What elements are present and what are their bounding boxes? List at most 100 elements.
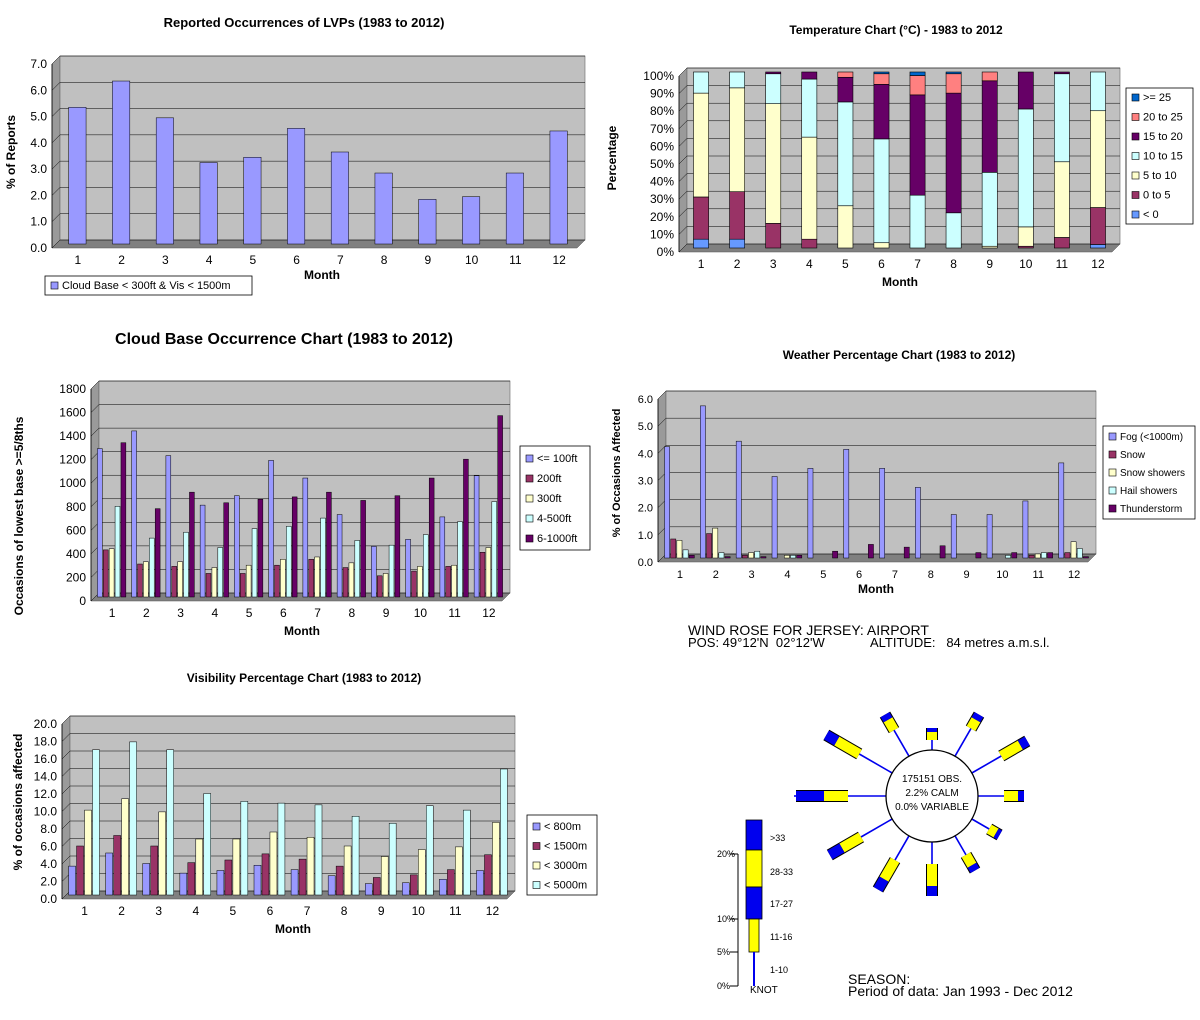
temp-legend-swatch bbox=[1131, 93, 1140, 102]
weather-legend-label: Snow showers bbox=[1120, 468, 1185, 479]
temp-bar bbox=[873, 73, 890, 85]
cloud-bar bbox=[354, 540, 360, 598]
temp-y-tick-label: 50% bbox=[650, 157, 674, 171]
windrose-obs: 175151 OBS. bbox=[902, 774, 962, 785]
windrose-spoke-segment bbox=[971, 712, 984, 723]
lvp-bar bbox=[374, 172, 393, 245]
cloud-bar bbox=[280, 559, 286, 598]
temp-legend-label: 5 to 10 bbox=[1143, 170, 1177, 182]
temp-bar bbox=[1090, 207, 1106, 245]
weather-y-tick-label: 2.0 bbox=[638, 503, 653, 515]
weather-bar bbox=[754, 550, 761, 559]
weather-gridline-wall bbox=[657, 390, 667, 400]
temp-bar bbox=[1090, 244, 1106, 249]
windrose-spoke-segment bbox=[839, 832, 864, 853]
lvp-gridline-wall bbox=[51, 239, 61, 249]
temp-legend-label: 20 to 25 bbox=[1143, 112, 1183, 124]
temp-legend-label: >= 25 bbox=[1143, 92, 1171, 104]
cloud-legend-swatch bbox=[525, 534, 534, 543]
temp-bar bbox=[693, 92, 709, 198]
cloud-bar bbox=[199, 504, 206, 598]
vis-bar bbox=[306, 837, 315, 896]
weather-y-tick-label: 3.0 bbox=[638, 476, 653, 488]
temp-legend-label: 10 to 15 bbox=[1143, 151, 1183, 163]
cloud-bar bbox=[143, 561, 149, 598]
vis-bar bbox=[290, 869, 299, 896]
temp-bar bbox=[801, 78, 818, 138]
weather-bar bbox=[706, 533, 712, 559]
vis-bar bbox=[76, 845, 84, 896]
weather-bar bbox=[670, 538, 677, 559]
vis-x-tick-label: 3 bbox=[155, 904, 162, 918]
weather-bar bbox=[676, 540, 683, 559]
lvp-x-tick-label: 3 bbox=[162, 253, 169, 267]
weather-x-tick-label: 5 bbox=[820, 569, 826, 581]
windrose-spoke-segment bbox=[961, 852, 977, 868]
lvp-x-tick-label: 8 bbox=[381, 253, 388, 267]
cloud-bar bbox=[382, 573, 389, 598]
windrose-spoke-segment bbox=[873, 876, 889, 893]
temp-y-tick-label: 90% bbox=[650, 87, 674, 101]
temp-y-tick-label: 40% bbox=[650, 175, 674, 189]
weather-x-tick-label: 4 bbox=[784, 569, 790, 581]
cloud-bar bbox=[274, 564, 280, 598]
cloud-x-tick-label: 8 bbox=[349, 606, 356, 620]
weather-bar bbox=[1034, 553, 1041, 559]
vis-legend-label: < 800m bbox=[544, 821, 581, 833]
lvp-x-tick-label: 9 bbox=[425, 253, 432, 267]
temp-bar bbox=[801, 71, 818, 80]
temp-bar bbox=[945, 212, 962, 249]
windrose-panel: 175151 OBS. 2.2% CALM 0.0% VARIABLE 20% 1… bbox=[700, 700, 1180, 1010]
vis-bar bbox=[92, 749, 100, 896]
lvp-plot: 0.01.02.03.04.05.06.07.01 2 3 4 5 6 7 8 9 10 11 12C… bbox=[30, 55, 586, 296]
cloud-y-tick-label: 1200 bbox=[59, 453, 86, 467]
vis-bar bbox=[142, 863, 150, 896]
windrose-season: SEASON: bbox=[848, 971, 911, 987]
cloud-bar bbox=[240, 573, 246, 598]
cloud-x-tick-label: 9 bbox=[383, 606, 390, 620]
lvp-bar bbox=[505, 172, 524, 245]
temp-gridline-wall bbox=[678, 103, 688, 112]
lvp-gridline-wall bbox=[51, 82, 61, 91]
lvp-bar bbox=[199, 162, 218, 245]
temp-bar bbox=[873, 84, 890, 140]
temp-bar bbox=[981, 172, 998, 247]
cloud-x-tick-label: 12 bbox=[482, 606, 496, 620]
weather-gridline-wall bbox=[657, 417, 667, 427]
lvp-gridline-wall bbox=[51, 55, 61, 65]
vis-y-tick-label: 16.0 bbox=[34, 752, 58, 766]
weather-x-tick-label: 7 bbox=[892, 569, 898, 581]
weather-x-axis-label: Month bbox=[858, 582, 894, 596]
cloud-bar bbox=[149, 537, 155, 598]
weather-bar bbox=[700, 405, 706, 559]
windrose-spoke-segment bbox=[883, 717, 899, 733]
weather-x-tick-label: 11 bbox=[1033, 569, 1044, 581]
cloud-y-tick-label: 1000 bbox=[59, 476, 86, 490]
windrose-spoke-line bbox=[894, 835, 910, 861]
vis-legend-swatch bbox=[532, 842, 541, 850]
weather-legend-swatch bbox=[1108, 432, 1117, 441]
cloud-y-tick-label: 200 bbox=[66, 570, 86, 584]
vis-gridline-wall bbox=[61, 820, 71, 830]
weather-bar bbox=[807, 468, 814, 559]
windrose-spoke-segment bbox=[993, 828, 1003, 840]
vis-bar bbox=[380, 856, 389, 896]
lvp-y-axis-label: % of Reports bbox=[4, 115, 18, 189]
vis-y-tick-label: 12.0 bbox=[34, 787, 58, 801]
temp-bar bbox=[909, 71, 926, 76]
vis-plot: 0.0 2.0 4.0 6.0 8.0 10.0 12.0 14.0 16.0 18.0 20.0 1… bbox=[34, 715, 598, 918]
vis-gridline-wall bbox=[61, 750, 71, 760]
weather-bar bbox=[682, 549, 689, 559]
weather-y-tick-label: 4.0 bbox=[638, 448, 653, 460]
temp-bar bbox=[765, 73, 782, 104]
vis-bar bbox=[492, 822, 500, 896]
weather-bar bbox=[868, 544, 874, 559]
weather-chart: Weather Percentage Chart (1983 to 2012) … bbox=[611, 348, 1196, 596]
temp-x-tick-label: 10 bbox=[1019, 257, 1033, 271]
temp-gridline-wall bbox=[678, 173, 688, 182]
lvp-x-tick-label: 6 bbox=[293, 253, 300, 267]
weather-x-tick-label: 12 bbox=[1068, 569, 1080, 581]
weather-bar bbox=[688, 555, 695, 559]
windrose-spoke-line bbox=[971, 755, 1002, 774]
cloud-legend-swatch bbox=[525, 474, 534, 483]
